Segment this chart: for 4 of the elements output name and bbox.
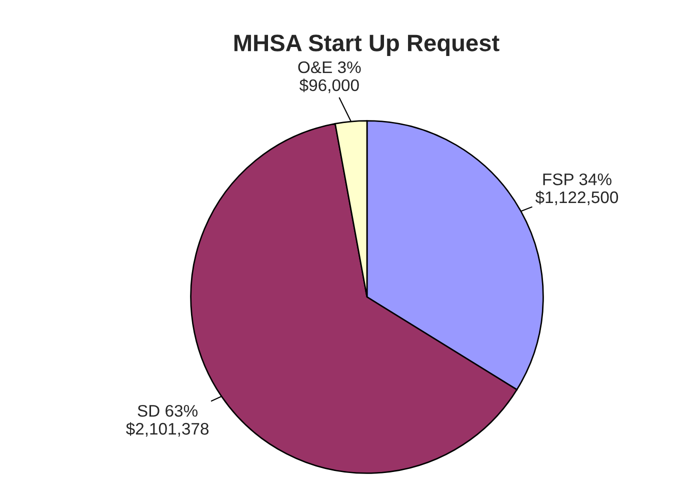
chart-title: MHSA Start Up Request bbox=[234, 34, 500, 56]
slice-label: FSP 34% $1,122,500 bbox=[535, 173, 618, 206]
slice-label: O&E 3% $96,000 bbox=[298, 61, 361, 94]
slice-label: SD 63% $2,101,378 bbox=[126, 404, 209, 437]
